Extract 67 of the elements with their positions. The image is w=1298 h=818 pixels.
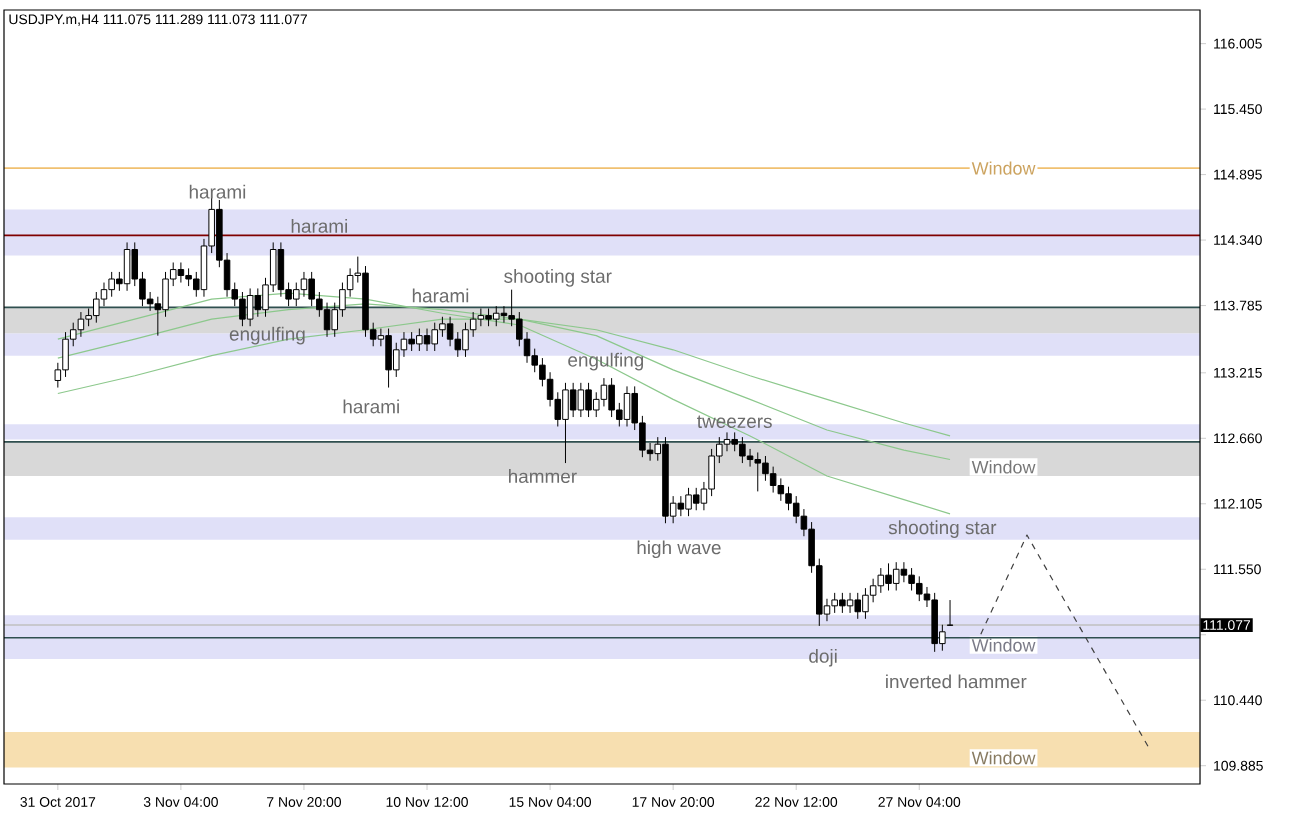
band-label: Window [971,751,1036,765]
candlestick [246,287,254,327]
candlestick [62,331,69,378]
candlestick [831,592,838,614]
candlestick [439,316,446,338]
candlestick [585,382,592,418]
candlestick [277,241,285,298]
candlestick [239,291,246,327]
candlestick [677,495,685,517]
candlestick [731,431,738,452]
annotation: shooting star [888,520,997,538]
candlestick [746,448,754,468]
candlestick [900,561,908,583]
candlestick [854,592,862,620]
candlestick [300,271,308,298]
annotation: harami [343,399,399,414]
annotation: harami [189,184,246,199]
annotation: harami [291,218,347,233]
candlestick [600,377,608,407]
candlestick [577,382,585,418]
candlestick [839,592,846,614]
annotation: doji [809,648,837,667]
candlestick [462,322,469,358]
annotation: high wave [637,540,721,559]
candlestick [431,322,438,352]
annotation: hammer [509,469,577,483]
candlestick [685,487,692,517]
candlestick [423,328,431,352]
candlestick [569,382,577,418]
candlestick [739,436,746,464]
candlestick [754,451,762,492]
candlestick [385,328,392,389]
candlestick [908,567,915,591]
candlestick [785,486,792,511]
candlestick [623,385,631,427]
candlestick [769,466,777,494]
candlestick [323,302,331,338]
candlestick [308,271,315,307]
annotation: inverted hammer [886,674,1027,689]
candlestick [254,287,262,318]
band-label: Window [971,638,1036,652]
candlestick [885,562,892,591]
annotation: harami [412,288,469,303]
candlestick [946,599,954,627]
candlestick [877,567,885,594]
candlestick [862,587,869,620]
annotation: shooting star [504,269,612,287]
candlestick [562,382,569,464]
candlestick [892,561,900,591]
band-label: Window [971,460,1036,474]
candlestick [931,592,938,653]
candlestick [108,271,115,298]
ref-line-label: Window [971,161,1036,175]
candlestick [492,305,500,327]
candlestick [177,261,185,284]
candlestick [123,241,131,292]
candlestick [846,592,854,614]
annotation: engulfing [229,326,305,345]
candlestick [162,271,169,318]
candlestick [608,377,615,418]
candlestick [416,328,423,352]
candlestick [723,431,731,452]
candlestick [692,487,700,511]
candlestick [408,331,415,352]
candlestick [93,291,100,324]
candlestick [916,575,923,602]
candlestick [77,311,85,338]
